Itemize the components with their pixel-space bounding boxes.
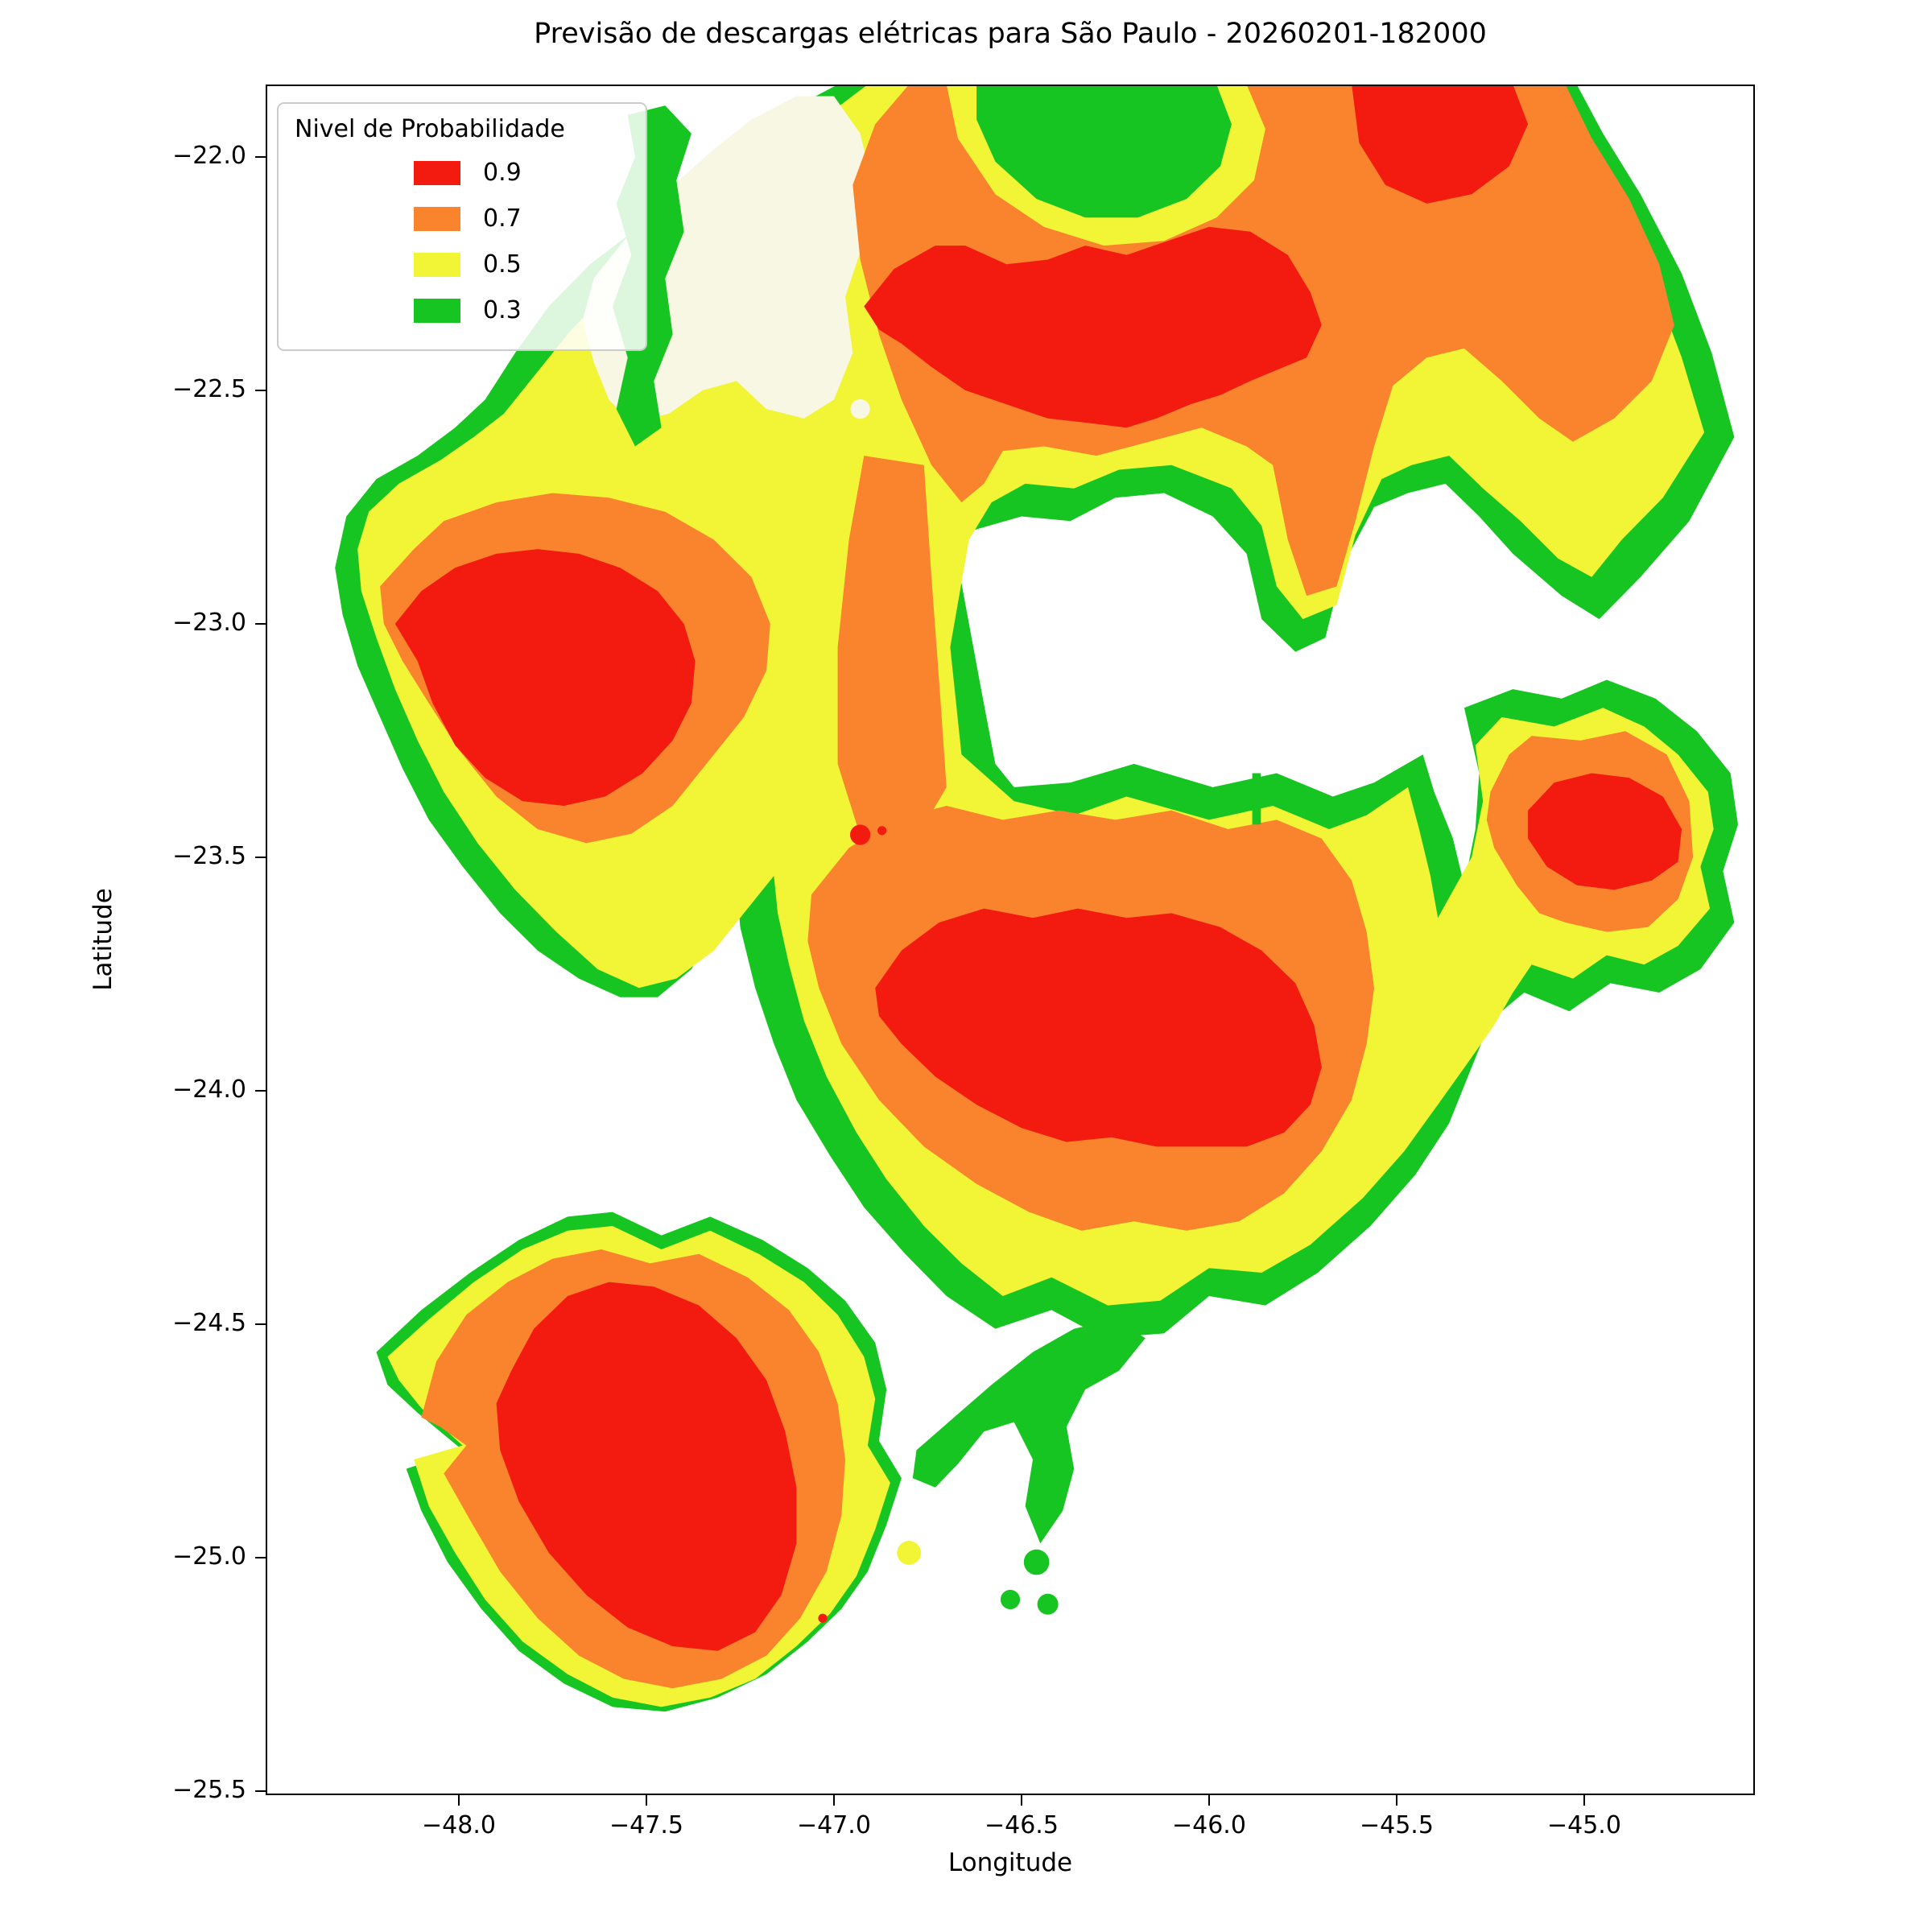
chart-title: Previsão de descargas elétricas para São…	[534, 18, 1487, 50]
legend-label: 0.5	[483, 250, 522, 279]
contour-region-southwest-storm-core	[496, 1282, 797, 1651]
contour-region-green-sliver	[1252, 773, 1261, 825]
x-tick-mark	[457, 1795, 460, 1806]
x-tick-label: −48.0	[422, 1811, 496, 1839]
y-tick-mark	[255, 389, 266, 392]
legend-label: 0.7	[483, 204, 522, 233]
x-tick-mark	[1208, 1795, 1211, 1806]
y-tick-mark	[255, 1323, 266, 1326]
contour-region-central-storm-core	[875, 908, 1322, 1147]
y-axis-label: Latitude	[89, 888, 118, 991]
legend-title: Nivel de Probabilidade	[295, 115, 565, 143]
y-tick-mark	[255, 856, 266, 859]
legend-row-0.3: 0.3	[295, 287, 625, 333]
contour-region-north-band-core	[864, 226, 1322, 428]
x-tick-label: −46.0	[1172, 1811, 1246, 1839]
x-tick-label: −45.0	[1547, 1811, 1621, 1839]
x-tick-mark	[1583, 1795, 1586, 1806]
y-tick-mark	[255, 1556, 266, 1559]
y-tick-label: −24.5	[172, 1308, 246, 1337]
x-tick-label: −46.5	[985, 1811, 1059, 1839]
contour-region-corridor-high	[837, 456, 947, 848]
x-tick-label: −47.5	[609, 1811, 683, 1839]
legend-row-0.5: 0.5	[295, 242, 625, 287]
contour-region-east-storm-core	[1528, 773, 1682, 890]
x-tick-mark	[832, 1795, 836, 1806]
legend-entries: 0.9 0.7 0.5 0.3	[295, 150, 625, 333]
contour-region-southeast-appendage	[912, 1319, 1146, 1544]
contour-region-small-cell-dot-1	[1023, 1549, 1050, 1575]
legend-swatch-0.9	[414, 160, 460, 185]
plot-area: Nivel de Probabilidade 0.9 0.7 0.5 0.3 −48.…	[172, 85, 1755, 1839]
contour-region-small-cell-dot-3	[1000, 1589, 1021, 1610]
contour-region-northeast-core	[1352, 85, 1529, 204]
y-tick-label: −25.5	[172, 1775, 246, 1804]
y-tick-label: −23.5	[172, 841, 246, 870]
x-tick-mark	[1020, 1795, 1023, 1806]
contour-region-north-dip-core	[976, 85, 1232, 218]
legend-row-0.9: 0.9	[295, 150, 625, 196]
y-tick-label: −22.5	[172, 374, 246, 403]
y-tick-mark	[255, 155, 266, 159]
y-tick-mark	[255, 1089, 266, 1092]
contour-region-low-prob-dot	[850, 399, 870, 419]
y-tick-label: −22.0	[172, 141, 246, 170]
x-tick-mark	[1395, 1795, 1398, 1806]
x-tick-mark	[645, 1795, 648, 1806]
y-tick-label: −24.0	[172, 1075, 246, 1104]
contour-region-small-cell-dot-yellow	[897, 1541, 922, 1565]
legend-row-0.7: 0.7	[295, 196, 625, 242]
x-tick-label: −47.0	[797, 1811, 871, 1839]
contour-canvas	[335, 85, 1739, 1712]
x-tick-label: −45.5	[1360, 1811, 1434, 1839]
legend-swatch-0.3	[414, 298, 460, 323]
legend-swatch-0.5	[414, 252, 460, 277]
contour-region-west-storm-core	[394, 549, 696, 806]
y-tick-mark	[255, 622, 266, 625]
contour-region-corridor-red-speck	[877, 826, 887, 836]
y-tick-label: −25.0	[172, 1542, 246, 1571]
y-tick-mark	[255, 1790, 266, 1793]
y-tick-label: −23.0	[172, 608, 246, 637]
contour-region-corridor-red-dot	[850, 824, 871, 845]
legend-label: 0.3	[483, 296, 522, 324]
legend: Nivel de Probabilidade 0.9 0.7 0.5 0.3	[277, 102, 647, 351]
legend-swatch-0.7	[414, 206, 460, 231]
legend-label: 0.9	[483, 159, 522, 187]
contour-region-small-cell-dot-2	[1037, 1593, 1059, 1615]
contour-region-southwest-red-speck	[818, 1613, 828, 1623]
x-axis-label: Longitude	[947, 1848, 1073, 1877]
